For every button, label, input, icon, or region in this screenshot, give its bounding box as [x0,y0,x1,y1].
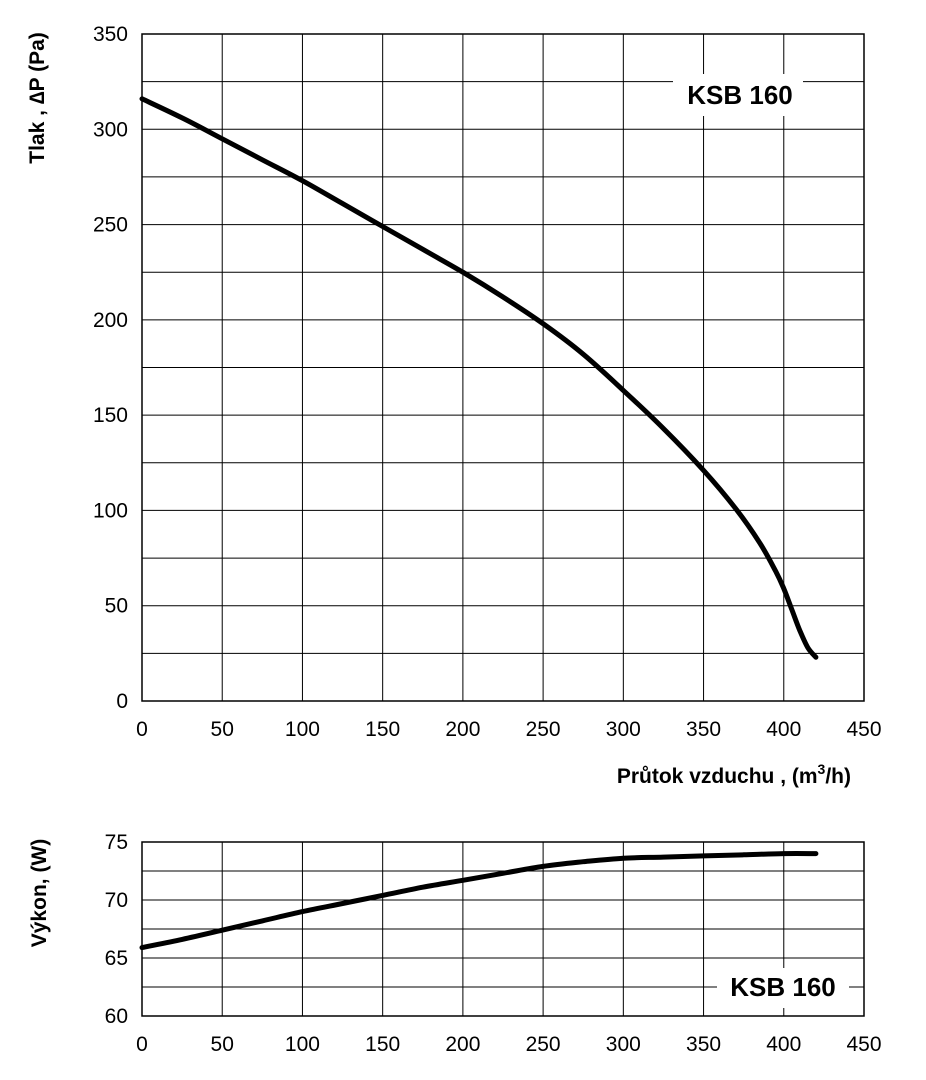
x-tick-label: 150 [365,1033,400,1056]
power-chart-tag: KSB 160 [730,972,836,1002]
x-tick-label: 400 [766,718,801,741]
x-tick-label: 200 [445,1033,480,1056]
power-curve [139,851,819,951]
x-tick-label: 300 [606,1033,641,1056]
y-tick-label: 150 [93,404,128,427]
power-chart-y-ticks: 60 65 70 75 [105,831,128,1028]
y-tick-label: 350 [93,23,128,46]
pressure-y-axis-label: Tlak , ∆P (Pa) [26,32,49,164]
pressure-chart-tag-background [673,74,803,116]
pressure-chart-y-ticks: 0 50 100 150 200 250 300 350 [93,23,128,713]
x-tick-label: 450 [846,1033,881,1056]
x-tick-label: 200 [445,718,480,741]
x-axis-label-main: Průtok vzduchu , (m [617,765,818,788]
pressure-chart-grid [141,33,865,702]
power-chart-tag-background [717,968,849,1008]
x-tick-label: 0 [136,718,148,741]
y-tick-label: 75 [105,831,128,854]
x-tick-label: 450 [846,718,881,741]
x-tick-label: 250 [526,718,561,741]
y-tick-label: 60 [105,1005,128,1028]
x-tick-label: 50 [211,718,234,741]
y-tick-label: 70 [105,889,128,912]
x-tick-label: 150 [365,718,400,741]
pressure-x-axis-label: Průtok vzduchu , (m3/h) [617,761,851,788]
x-tick-label: 250 [526,1033,561,1056]
y-tick-label: 250 [93,214,128,237]
x-tick-label: 100 [285,718,320,741]
y-tick-label: 50 [105,595,128,618]
x-tick-label: 300 [606,718,641,741]
pressure-chart-x-ticks: 0 50 100 150 200 250 300 350 400 450 [136,718,881,741]
x-tick-label: 350 [686,1033,721,1056]
power-y-axis-label: Výkon, (W) [28,839,51,948]
x-tick-label: 50 [211,1033,234,1056]
power-chart-x-ticks: 0 50 100 150 200 250 300 350 400 450 [136,1033,881,1056]
x-tick-label: 350 [686,718,721,741]
plot-frame [141,841,865,1017]
y-tick-label: 0 [116,690,128,713]
pressure-curve [139,96,819,660]
power-chart: 0 50 100 150 200 250 300 350 400 450 60 65 70 75 KSB… [28,831,882,1056]
x-tick-label: 100 [285,1033,320,1056]
pressure-chart-tag: KSB 160 [687,80,793,110]
x-axis-label-superscript: 3 [818,761,826,777]
x-axis-label-tail: /h) [825,765,851,788]
x-tick-label: 400 [766,1033,801,1056]
y-tick-label: 300 [93,118,128,141]
y-tick-label: 65 [105,947,128,970]
y-tick-label: 100 [93,499,128,522]
plot-frame [141,33,865,702]
y-tick-label: 200 [93,309,128,332]
pressure-chart: 0 50 100 150 200 250 300 350 400 450 0 50 100 150 200… [26,23,882,788]
x-tick-label: 0 [136,1033,148,1056]
